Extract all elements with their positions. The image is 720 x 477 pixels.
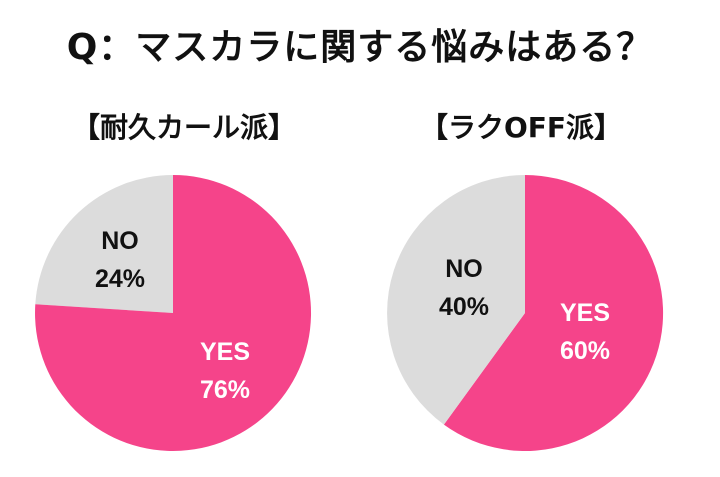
left-pie-no-slice [35,175,173,313]
right-pie-yes-slice [443,174,664,451]
right-chart-subtitle: 【ラクOFF派】 [420,111,623,144]
left-yes-label: YES 76% [180,333,270,409]
left-yes-category: YES [199,338,251,366]
left-pie-yes-slice [35,175,312,451]
left-chart-subtitle: 【耐久カール派】 [72,111,297,144]
right-no-percent: 40% [438,293,490,321]
left-no-percent: 24% [94,265,146,293]
chart-title: Q：マスカラに関する悩みはある？ [66,27,654,68]
left-pie [35,175,312,451]
left-no-label: NO 24% [80,222,160,298]
right-yes-category: YES [559,299,611,327]
right-yes-percent: 60% [559,337,611,365]
right-yes-label: YES 60% [540,294,630,370]
left-yes-percent: 76% [199,376,251,404]
right-no-category: NO [445,255,483,283]
right-pie-no-slice [387,175,525,425]
right-pie [387,174,664,451]
right-no-label: NO 40% [424,250,504,326]
left-no-category: NO [101,227,139,255]
